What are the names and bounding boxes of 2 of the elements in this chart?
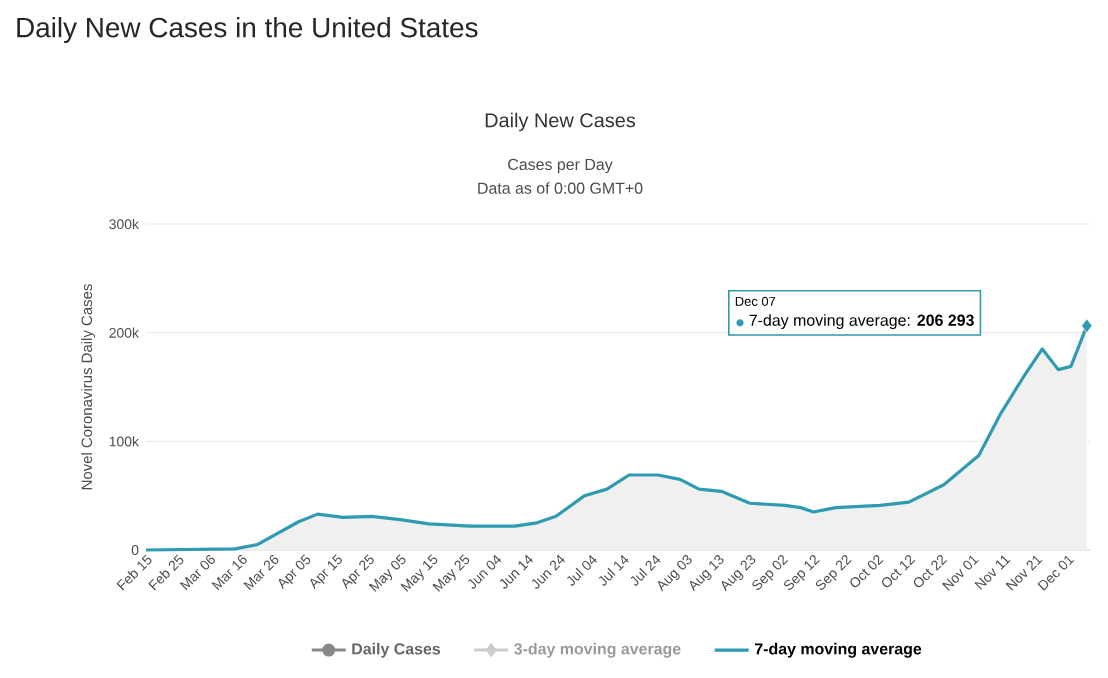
chart-title: Daily New Cases in the United States [17,16,478,43]
chart-subtitle: Daily New Cases [485,112,636,132]
